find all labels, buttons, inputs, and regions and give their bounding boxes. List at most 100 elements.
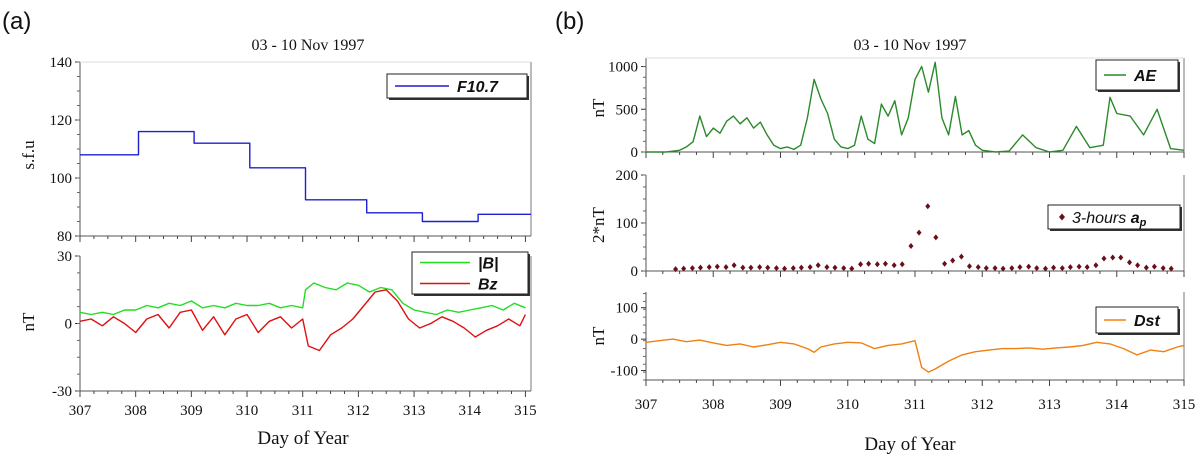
series-line-0 — [80, 130, 531, 223]
ap-point — [748, 264, 754, 271]
ap-point — [992, 265, 998, 272]
ap-point — [983, 265, 989, 272]
ap-point — [807, 264, 813, 271]
ap-point — [706, 264, 712, 271]
legend: 3-hours ap — [1047, 204, 1182, 231]
ap-point — [1051, 264, 1057, 271]
ap-point — [899, 261, 905, 268]
ap-point — [1135, 262, 1141, 269]
x-tick-label: 307 — [635, 397, 658, 413]
ap-point — [908, 243, 914, 250]
b-dst-ylabel: nT — [589, 326, 608, 346]
ap-point — [858, 261, 864, 268]
panel-a-xlabel: Day of Year — [257, 428, 349, 449]
legend: |B| Bz — [411, 251, 530, 296]
x-axis-ticks: 307 308 309 310 311 312 313 314 315 307 308 309 310 3… — [69, 152, 1196, 419]
legend-label: Dst — [1134, 313, 1160, 330]
series-line-0 — [646, 61, 1185, 153]
x-tick-label: 311 — [904, 397, 926, 413]
x-tick-label: 315 — [514, 403, 537, 419]
legend: Dst — [1095, 306, 1180, 335]
ap-point — [1017, 264, 1023, 271]
b-ae-ylabel: nT — [589, 98, 608, 118]
ap-point — [689, 265, 695, 272]
ap-point — [1168, 265, 1174, 272]
ap-point — [916, 229, 922, 236]
y-tick-label: 140 — [50, 55, 73, 71]
ap-point — [740, 264, 746, 271]
panel-a-label: (a) — [2, 8, 31, 35]
ap-point — [723, 264, 729, 271]
a-bottom-ylabel: nT — [19, 312, 38, 332]
ap-point — [681, 265, 687, 272]
legend-box — [411, 251, 529, 295]
ap-point — [1118, 254, 1124, 261]
y-tick-label: 500 — [616, 102, 639, 118]
ap-point — [866, 260, 872, 267]
ap-point — [697, 264, 703, 271]
ap-point — [765, 264, 771, 271]
ap-point — [1143, 264, 1149, 271]
legend-box — [1047, 204, 1181, 230]
ap-point — [1067, 264, 1073, 271]
x-tick-label: 315 — [1173, 397, 1196, 413]
y-tick-label: 0 — [631, 264, 639, 280]
chart-f107: 140 120 100 80 F10.7 — [50, 55, 532, 245]
legend-label: Bz — [478, 277, 498, 294]
y-tick-label: -100 — [611, 364, 639, 380]
ap-point — [975, 264, 981, 271]
ap-point — [958, 253, 964, 260]
y-tick-label: -30 — [52, 384, 72, 400]
ap-point — [891, 262, 897, 269]
x-tick-label: 309 — [180, 403, 203, 419]
panel-b-title: 03 - 10 Nov 1997 — [854, 37, 967, 54]
ap-point — [1127, 259, 1133, 266]
x-tick-label: 310 — [837, 397, 860, 413]
ap-point — [714, 263, 720, 270]
series-line-1 — [79, 289, 527, 352]
y-tick-label: 1000 — [608, 60, 638, 76]
y-tick-label: 0 — [65, 317, 73, 333]
ap-point — [933, 234, 939, 241]
x-tick-label: 312 — [971, 397, 994, 413]
legend: AE — [1095, 59, 1180, 92]
ap-point — [1151, 263, 1157, 270]
ap-point — [950, 257, 956, 264]
ap-point — [824, 264, 830, 271]
ap-point — [1101, 255, 1107, 262]
legend-label: F10.7 — [457, 79, 499, 96]
x-tick-label: 311 — [292, 403, 314, 419]
y-tick-label: 0 — [631, 145, 639, 161]
x-tick-label: 314 — [1106, 397, 1129, 413]
ap-point — [1034, 265, 1040, 272]
y-tick-label: 100 — [616, 301, 639, 317]
x-tick-label: 307 — [69, 403, 92, 419]
ap-point — [1160, 265, 1166, 272]
ap-point — [942, 260, 948, 267]
a-top-ylabel: s.f.u — [19, 140, 38, 170]
panel-a-title: 03 - 10 Nov 1997 — [252, 37, 365, 54]
ap-point — [874, 261, 880, 268]
b-ap-ylabel: 2*nT — [589, 206, 608, 243]
y-tick-label: 100 — [616, 216, 639, 232]
ap-point — [1110, 254, 1116, 261]
ap-point — [832, 264, 838, 271]
chart-ae: 1000 500 0 AE — [608, 57, 1185, 161]
legend-label: |B| — [478, 256, 499, 273]
y-tick-label: 120 — [50, 113, 73, 129]
y-tick-label: 80 — [57, 229, 72, 245]
x-tick-label: 309 — [769, 397, 792, 413]
chart-ap: 200 100 0 3-hours ap — [616, 168, 1185, 280]
x-tick-label: 312 — [347, 403, 370, 419]
series-line-0 — [645, 338, 1185, 373]
x-tick-label: 313 — [1038, 397, 1061, 413]
y-tick-label: 200 — [616, 168, 639, 184]
ap-point — [1000, 265, 1006, 272]
y-tick-label: 100 — [50, 171, 73, 187]
x-tick-label: 313 — [403, 403, 426, 419]
x-tick-label: 308 — [702, 397, 725, 413]
ap-point — [798, 264, 804, 271]
chart-imf: 30 0 -30 |B| Bz — [52, 249, 532, 400]
ap-point — [925, 203, 931, 210]
legend: F10.7 — [386, 73, 529, 100]
